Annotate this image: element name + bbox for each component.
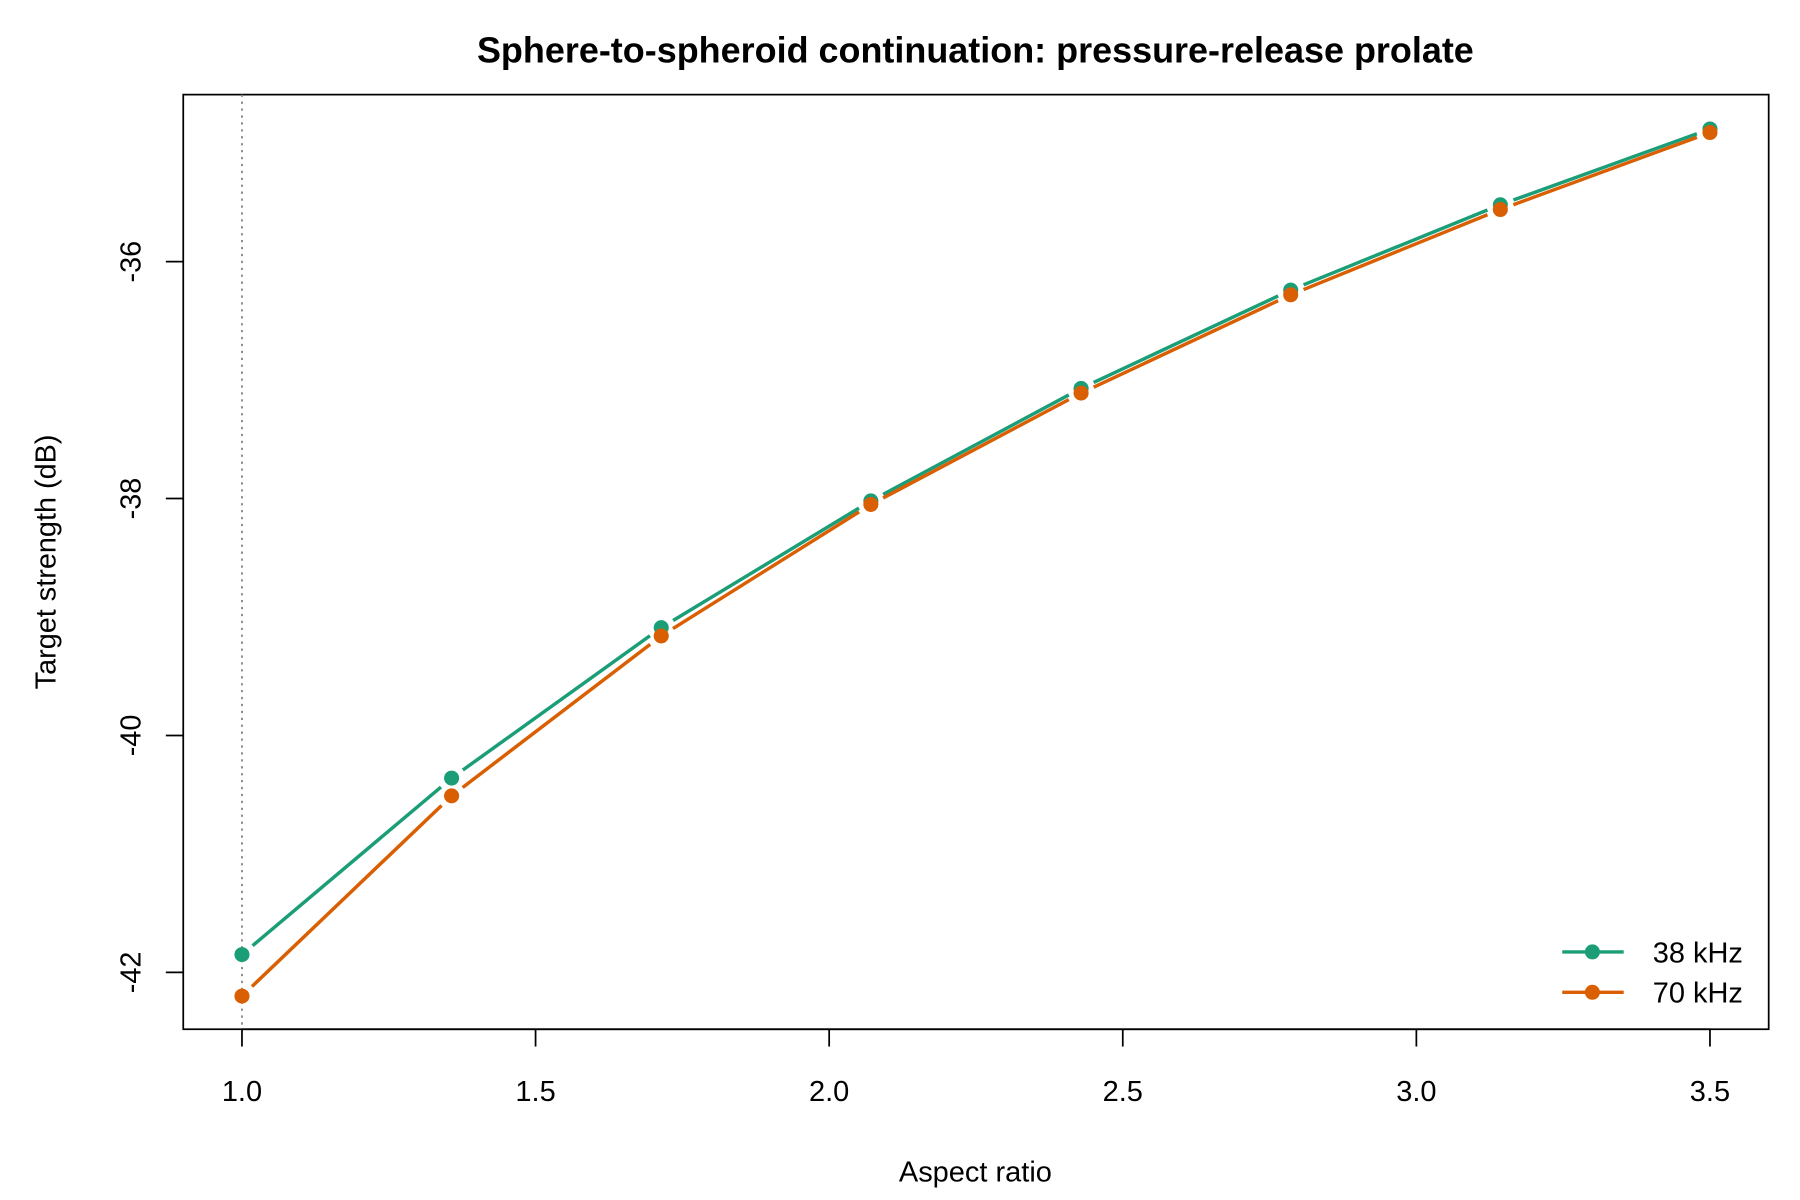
- legend-label: 70 kHz: [1653, 978, 1743, 1010]
- data-point: [234, 947, 250, 963]
- series-segment: [250, 804, 443, 988]
- legend-marker: [1584, 944, 1600, 960]
- series-segment: [1092, 299, 1279, 389]
- series-segment: [882, 398, 1070, 500]
- legend: 38 kHz 70 kHz: [1562, 937, 1743, 1010]
- series-segment: [1302, 208, 1489, 287]
- x-axis-label: Aspect ratio: [899, 1157, 1052, 1189]
- legend-label: 38 kHz: [1653, 937, 1743, 969]
- data-point: [444, 788, 460, 804]
- legend-marker: [1584, 984, 1600, 1000]
- data-point: [234, 988, 250, 1004]
- data-point: [1283, 287, 1299, 303]
- series-segment: [1512, 135, 1698, 207]
- x-tick-label: 2.0: [809, 1076, 849, 1108]
- x-tick-label: 2.5: [1103, 1076, 1143, 1108]
- data-point: [1702, 125, 1718, 141]
- series-segment: [461, 634, 651, 772]
- data-point: [1073, 385, 1089, 401]
- data-point: [863, 496, 879, 512]
- plot-frame: [182, 93, 1770, 1031]
- series-segment: [882, 393, 1070, 496]
- series-38-khz: [234, 121, 1718, 963]
- data-point: [444, 770, 460, 786]
- y-tick-label: -38: [115, 478, 147, 520]
- data-point: [653, 628, 669, 644]
- x-tick-label: 3.0: [1396, 1076, 1436, 1108]
- series-70-khz: [234, 125, 1718, 1004]
- data-point: [1492, 202, 1508, 218]
- y-tick-label: -40: [115, 715, 147, 757]
- series-segment: [251, 785, 443, 947]
- x-tick-label: 1.0: [222, 1076, 262, 1108]
- y-tick-label: -42: [115, 952, 147, 994]
- chart-title: Sphere-to-spheroid continuation: pressur…: [477, 30, 1474, 70]
- series-segment: [1302, 213, 1489, 292]
- series-segment: [461, 643, 652, 789]
- x-tick-label: 3.5: [1690, 1076, 1730, 1108]
- series-segment: [1092, 294, 1279, 385]
- series-segment: [672, 506, 860, 622]
- y-tick-label: -36: [115, 241, 147, 283]
- series-segment: [672, 510, 861, 631]
- y-axis-label: Target strength (dB): [31, 435, 63, 690]
- x-tick-label: 1.5: [515, 1076, 555, 1108]
- series-segment: [1512, 132, 1698, 202]
